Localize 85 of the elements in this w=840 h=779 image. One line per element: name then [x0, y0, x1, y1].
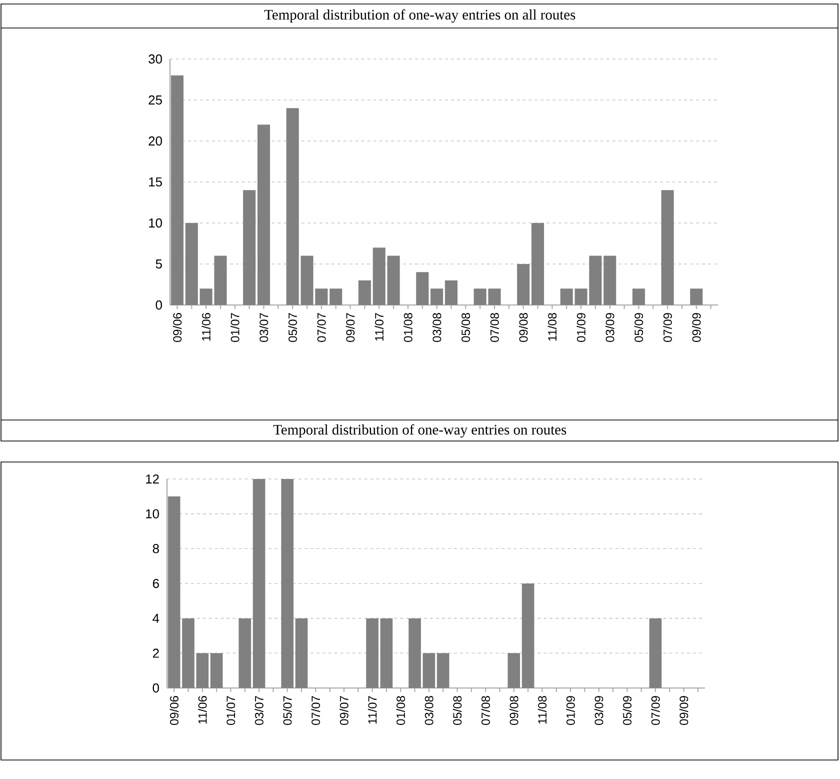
x-tick-label: 03/07: [254, 696, 264, 725]
x-tick-label: 09/09: [692, 313, 701, 342]
x-tick-label: 05/07: [288, 313, 297, 342]
x-tick-label: 07/09: [663, 313, 672, 342]
y-tick-label: 4: [152, 614, 160, 623]
y-tick-label: 10: [149, 218, 162, 228]
bar: [408, 618, 421, 688]
y-tick-label: 5: [156, 259, 162, 268]
y-tick-label: 20: [148, 136, 162, 146]
x-tick-label: 09/09: [679, 696, 688, 725]
x-tick-label: 01/09: [566, 696, 575, 725]
bar: [422, 653, 436, 688]
x-tick-label: 05/08: [452, 696, 462, 725]
bar: [531, 222, 544, 305]
x-tick-label: 01/07: [226, 696, 236, 725]
bar: [436, 653, 450, 688]
x-tick-label: 11/08: [538, 696, 547, 724]
x-tick-label: 09/06: [170, 696, 178, 725]
x-tick-label: 07/08: [481, 696, 490, 725]
y-tick-label: 15: [149, 177, 162, 186]
x-tick-label: 03/08: [424, 696, 434, 725]
x-tick-label: 07/08: [490, 313, 499, 342]
y-tick-label: 8: [152, 544, 159, 554]
x-tick-label: 03/09: [594, 696, 604, 725]
bar: [210, 653, 223, 688]
x-tick-label: 09/08: [509, 696, 518, 725]
y-tick-label: 25: [148, 95, 162, 105]
bar: [444, 280, 458, 305]
y-tick-label: 10: [146, 509, 159, 518]
bar: [387, 256, 400, 305]
y-tick-label: 0: [152, 683, 159, 693]
x-tick-label: 11/06: [202, 313, 210, 341]
bar: [430, 288, 444, 305]
bar: [330, 288, 342, 305]
x-tick-label: 07/07: [311, 696, 320, 725]
x-tick-label: 03/09: [605, 313, 614, 342]
x-tick-label: 11/06: [198, 696, 207, 724]
x-tick-label: 07/07: [317, 313, 326, 342]
x-tick-label: 03/08: [432, 313, 442, 342]
x-tick-label: 07/09: [651, 696, 660, 725]
bar: [281, 478, 294, 688]
bar: [257, 124, 270, 305]
y-tick-label: 12: [146, 474, 159, 484]
x-tick-label: 05/09: [634, 313, 644, 342]
bar: [295, 618, 308, 688]
bar: [661, 190, 674, 305]
bar: [243, 190, 256, 305]
bar: [649, 618, 662, 688]
bar: [517, 264, 530, 305]
y-tick-label: 6: [152, 578, 159, 588]
x-tick-label: 09/07: [340, 696, 348, 725]
bar: [416, 272, 429, 305]
chart-title: Temporal distribution of one-way entries on all routes: [264, 9, 576, 23]
x-tick-label: 09/08: [518, 313, 528, 342]
x-tick-label: 11/08: [548, 313, 557, 341]
chart-title: Temporal distribution of one-way entries on routes: [273, 424, 566, 438]
x-tick-label: 01/08: [396, 696, 405, 725]
bar: [252, 478, 266, 688]
x-tick-label: 01/07: [230, 313, 240, 342]
x-tick-label: 03/07: [259, 313, 268, 342]
x-tick-label: 11/07: [374, 313, 384, 341]
bar: [170, 75, 184, 305]
x-tick-label: 11/07: [368, 696, 377, 724]
bar: [358, 280, 371, 305]
x-tick-label: 05/08: [461, 313, 470, 342]
bar: [238, 618, 252, 688]
x-tick-label: 05/07: [282, 696, 292, 725]
x-tick-label: 05/09: [622, 696, 632, 725]
bar: [690, 288, 703, 305]
y-tick-label: 0: [156, 300, 162, 310]
y-tick-label: 30: [148, 54, 162, 64]
x-tick-label: 01/09: [576, 313, 586, 342]
bar: [380, 618, 393, 688]
bar: [604, 256, 616, 305]
bar: [522, 583, 534, 688]
bar: [185, 222, 198, 305]
y-tick-label: 2: [152, 648, 159, 658]
bar: [366, 618, 378, 688]
x-tick-label: 01/08: [404, 313, 412, 342]
bar: [168, 496, 180, 688]
x-tick-label: 09/06: [172, 313, 182, 342]
x-tick-label: 09/07: [346, 313, 355, 342]
bar: [632, 288, 645, 305]
bar: [508, 653, 520, 688]
bar: [372, 248, 386, 305]
